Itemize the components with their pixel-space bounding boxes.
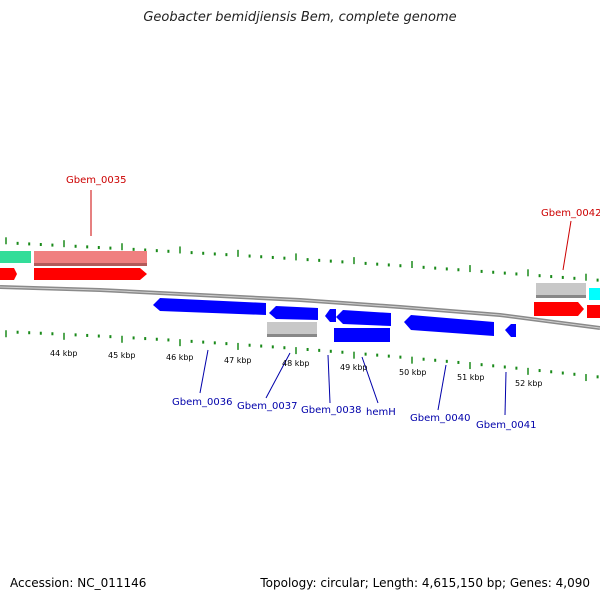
reverse-features <box>153 298 516 342</box>
gbem-0042-gene[interactable] <box>536 283 586 297</box>
tick-label-49kbp: 49 kbp <box>340 363 368 372</box>
gene-label-gbem-0036[interactable]: Gbem_0036 <box>172 397 232 408</box>
callout-lines <box>90 190 572 416</box>
red-cds-left[interactable] <box>0 268 17 280</box>
tick-label-48kbp: 48 kbp <box>282 359 310 368</box>
green-feature[interactable] <box>0 251 31 263</box>
gbem-0042-cds[interactable] <box>534 302 584 316</box>
gbem-0036-cds[interactable] <box>153 298 266 315</box>
gene-label-gbem-0041[interactable]: Gbem_0041 <box>476 420 536 431</box>
gbem-0037-cds[interactable] <box>269 306 318 320</box>
inner-tick-ring <box>5 330 599 382</box>
gbem-0038-cds[interactable] <box>325 309 336 322</box>
outer-tick-ring <box>5 237 599 282</box>
tick-label-45kbp: 45 kbp <box>108 351 136 360</box>
gene-label-gbem-0042[interactable]: Gbem_0042 <box>541 208 600 219</box>
tick-label-47kbp: 47 kbp <box>224 356 252 365</box>
tick-label-46kbp: 46 kbp <box>166 353 194 362</box>
gbem-0040-cds[interactable] <box>404 315 494 336</box>
red-feature-right[interactable] <box>587 305 600 318</box>
tick-label-44kbp: 44 kbp <box>50 349 78 358</box>
gbem-0035-cds[interactable] <box>34 268 147 280</box>
hemh-cds-lower[interactable] <box>334 328 390 342</box>
gene-label-gbem-0038[interactable]: Gbem_0038 <box>301 405 361 416</box>
hemh-cds[interactable] <box>336 310 391 326</box>
gbem-0035-gene[interactable] <box>34 251 147 265</box>
cyan-feature[interactable] <box>589 288 600 300</box>
gene-label-hemh[interactable]: hemH <box>366 407 396 418</box>
gene-label-gbem-0040[interactable]: Gbem_0040 <box>410 413 470 424</box>
gene-label-gbem-0037[interactable]: Gbem_0037 <box>237 401 297 412</box>
gbem-0037-gene[interactable] <box>267 322 317 336</box>
genome-summary-text: Topology: circular; Length: 4,615,150 bp… <box>260 576 590 590</box>
genome-title: Geobacter bemidjiensis Bem, complete gen… <box>143 10 457 25</box>
tick-label-52kbp: 52 kbp <box>515 379 543 388</box>
gene-label-gbem-0035[interactable]: Gbem_0035 <box>66 175 126 186</box>
forward-features <box>0 251 600 318</box>
tick-label-51kbp: 51 kbp <box>457 373 485 382</box>
gbem-0041-cds[interactable] <box>505 324 516 337</box>
accession-text: Accession: NC_011146 <box>10 576 147 590</box>
tick-label-50kbp: 50 kbp <box>399 368 427 377</box>
